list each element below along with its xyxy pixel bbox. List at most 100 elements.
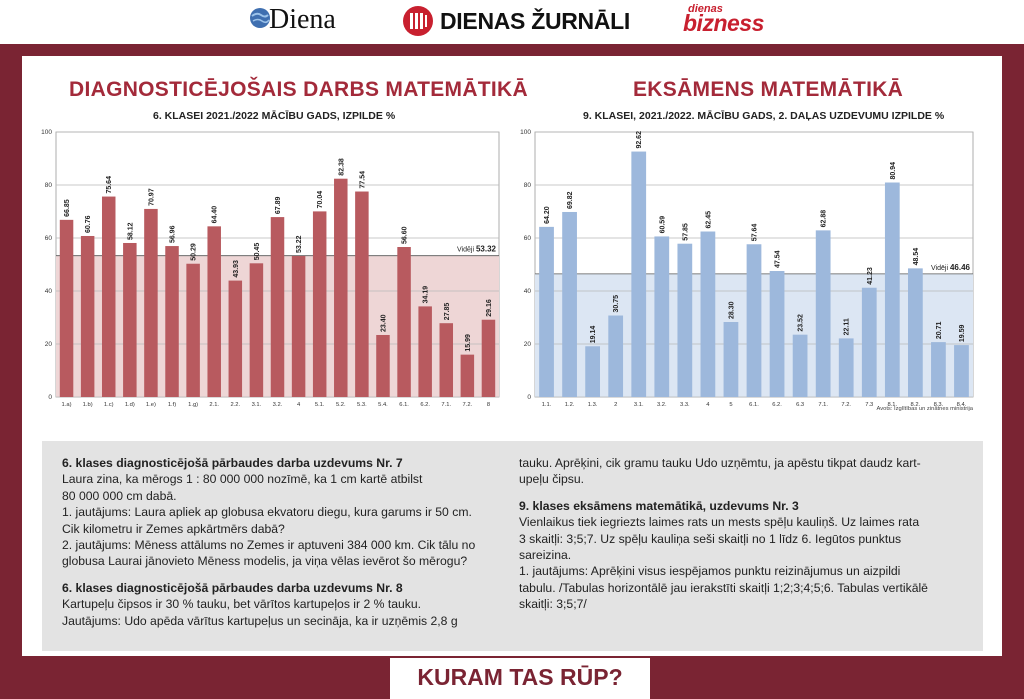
chart2-data-label: 47.54 [775, 250, 782, 268]
chart1-average-caption: Vidēji [457, 247, 476, 254]
chart2-data-label: 57.85 [682, 223, 689, 241]
chart2-ytick-label: 0 [527, 394, 531, 401]
chart1-xtick-label: 6.2. [420, 402, 430, 408]
text-gap [519, 488, 969, 498]
chart2-xtick-label: 2 [614, 402, 617, 408]
chart2-xtick-label: 6.3 [796, 402, 804, 408]
chart2-bar [838, 338, 854, 397]
right-task-text-line: sareizina. [519, 548, 572, 563]
logo-diena[interactable]: Diena [269, 4, 336, 35]
chart2-bar [907, 268, 923, 397]
chart1-bar [460, 354, 475, 397]
chart2-xtick-label: 8.2. [911, 402, 921, 408]
left-task-text-line: Jautājums: Udo apēda vārītus kartupeļus … [62, 613, 458, 628]
chart2-xtick-label: 3.3. [680, 402, 690, 408]
logo-dienas-bizness[interactable]: bizness [683, 10, 764, 36]
footer-title: KURAM TAS RŪP? [417, 664, 623, 690]
chart2-data-label: 69.82 [567, 191, 574, 209]
chart1-xtick-label: 1.d) [125, 402, 135, 408]
chart1-data-label: 60.76 [85, 215, 92, 233]
chart1-bar [376, 334, 390, 397]
chart2-bar [654, 236, 670, 397]
chart2-xtick-label: 4 [706, 402, 710, 408]
chart1-xtick-label: 1.b) [83, 402, 93, 408]
chart2-xtick-label: 5 [729, 402, 732, 408]
chart1-data-label: 27.85 [444, 303, 451, 321]
chart2-bar [608, 315, 624, 397]
chart1-xtick-label: 5.4. [378, 402, 388, 408]
chart2-ytick-label: 100 [520, 129, 531, 136]
chart1-data-label: 43.93 [233, 260, 240, 278]
chart2-bar [746, 244, 762, 397]
chart2-average-value: 46.46 [950, 263, 971, 272]
chart1-bar [291, 255, 306, 397]
chart2-ytick-label: 80 [524, 182, 532, 189]
chart2-bar [539, 226, 554, 397]
right-task-text-line: tauku. Aprēķini, cik gramu tauku Udo uzņ… [519, 456, 921, 470]
chart1-data-label: 70.04 [317, 191, 324, 209]
text-column-right: tauku. Aprēķini, cik gramu tauku Udo uzņ… [519, 455, 969, 613]
chart1-data-label: 77.54 [359, 171, 366, 189]
chart1-bar [186, 263, 200, 397]
chart1-xtick-label: 7.1. [441, 402, 451, 408]
logo-dienas-bizness-top[interactable]: dienas [688, 3, 723, 15]
diena-globe-icon [250, 8, 270, 28]
chart1-ytick-label: 100 [41, 129, 52, 136]
chart2-data-label: 23.52 [798, 314, 805, 332]
chart1-xtick-label: 3.1. [252, 402, 262, 408]
chart2-xtick-label: 7.1. [818, 402, 828, 408]
chart1-data-label: 53.22 [296, 235, 303, 253]
logo-dienas-zurnali[interactable]: DIENAS ŽURNĀLI [440, 8, 631, 34]
text-gap [62, 570, 532, 580]
right-task-text-line: upeļu čipsu. [519, 472, 585, 487]
chart1-bar [270, 217, 285, 397]
chart2-xtick-label: 1.2. [565, 402, 575, 408]
chart-exam-9th-grade: 0 20 40 60 80 100 Vidēji 46.46 64.20 1.1. 69.82 1.… [520, 129, 974, 412]
chart2-data-label: 62.88 [821, 210, 828, 228]
chart1-data-label: 50.45 [254, 243, 261, 261]
chart1-data-label: 15.99 [465, 334, 472, 352]
right-task-heading: 9. klases eksāmens matemātikā, uzdevums … [519, 498, 799, 513]
left-task-text-line: Cik kilometru ir Zemes apkārtmērs dabā? [62, 521, 285, 536]
chart1-ytick-label: 40 [45, 288, 53, 295]
text-column-left: 6. klases diagnosticējošā pārbaudes darb… [62, 455, 532, 629]
chart2-average-label: Vidēji 46.46 [931, 263, 971, 272]
chart1-xtick-label: 1.a) [62, 402, 72, 408]
chart1-xtick-label: 3.2. [273, 402, 283, 408]
task-text-box: 6. klases diagnosticējošā pārbaudes darb… [42, 441, 983, 651]
chart1-xtick-label: 6.1. [399, 402, 409, 408]
chart2-bar [677, 243, 693, 397]
chart2-xtick-label: 8.4. [957, 402, 967, 408]
chart1-bar [144, 208, 158, 397]
chart2-average-caption: Vidēji [931, 265, 950, 272]
chart2-bar [700, 231, 716, 397]
chart2-bar [884, 182, 900, 397]
chart1-ytick-label: 20 [45, 341, 53, 348]
chart1-xtick-label: 1.c) [104, 402, 114, 408]
chart2-bar [954, 345, 969, 397]
chart1-ytick-label: 80 [45, 182, 53, 189]
chart1-bar [397, 247, 411, 397]
chart1-bar [101, 196, 116, 397]
chart1-data-label: 34.19 [423, 286, 430, 304]
chart1-xtick-label: 4 [297, 402, 301, 408]
header-bar: Diena DIENAS ŽURNĀLI dienas bizness [0, 0, 1024, 44]
chart1-average-value: 53.32 [476, 245, 497, 254]
chart2-bar [562, 211, 577, 397]
chart2-xtick-label: 7.3 [865, 402, 873, 408]
chart2-xtick-label: 8.1. [887, 402, 897, 408]
chart1-data-label: 67.89 [275, 196, 282, 214]
chart2-xtick-label: 1.3. [588, 402, 598, 408]
chart1-data-label: 56.96 [170, 225, 177, 243]
left-task-text-line: Laura zina, ka mērogs 1 : 80 000 000 noz… [62, 472, 423, 487]
chart1-xtick-label: 5.2. [336, 402, 346, 408]
chart2-title: EKSĀMENS MATEMĀTIKĀ [633, 78, 904, 101]
chart2-ytick-label: 60 [524, 235, 532, 242]
chart1-xtick-label: 1.e) [146, 402, 156, 408]
chart1-average-label: Vidēji 53.32 [457, 245, 497, 254]
chart1-ytick-label: 0 [48, 394, 52, 401]
left-task-text-line: globusa Laurai jānovieto Mēness modelis,… [62, 554, 468, 569]
left-task-text-line: 2. jautājums: Mēness attālums no Zemes i… [62, 538, 476, 553]
chart2-xtick-label: 8.3. [934, 402, 944, 408]
chart1-bar [207, 226, 221, 397]
